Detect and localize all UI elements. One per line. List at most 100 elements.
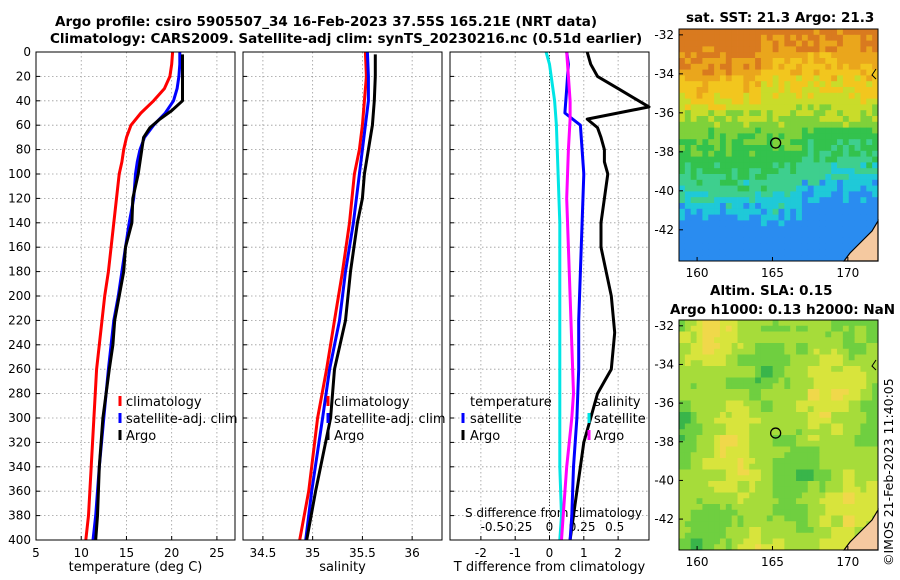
y-tick-label: 140 [8,216,31,230]
map-y-tick-label: -34 [654,67,674,81]
map-y-tick-label: -42 [654,223,674,237]
axes-box [242,51,443,541]
sla-map-title-line2: Argo h1000: 0.13 h2000: NaN [670,302,896,318]
legend-entry: Argo [126,429,156,444]
coastline-fragment [871,359,877,371]
map-y-tick-label: -40 [654,184,674,198]
x-tick-label: 10 [74,546,89,560]
x2-tick-label: 0 [546,520,554,534]
x-tick-label: 0 [546,546,554,560]
x-tick-label: 1 [580,546,588,560]
x-tick-label: 2 [614,546,622,560]
x-tick-label: -1 [509,546,521,560]
sst-map-title: sat. SST: 21.3 Argo: 21.3 [686,10,875,26]
y-tick-label: 320 [8,435,31,449]
x-tick-label: 25 [209,546,224,560]
map-y-tick-label: -36 [654,396,674,410]
x-tick-label: 36 [405,546,420,560]
map-y-tick-label: -38 [654,435,674,449]
legend-entry: satellite [470,412,522,427]
axes-box [35,51,236,541]
x-axis-label: salinity [319,560,366,575]
x2-axis-label: S difference from climatology [465,506,642,520]
legend-entry: Argo [334,429,364,444]
series-line [298,51,368,541]
map-x-tick-label: 165 [761,555,784,569]
series-line [560,51,575,541]
y-tick-label: 0 [23,45,31,59]
x-tick-label: -2 [475,546,487,560]
y-tick-label: 180 [8,265,31,279]
y-tick-label: 220 [8,313,31,327]
page-title-line1: Argo profile: csiro 5905507_34 16-Feb-20… [55,14,598,30]
y-tick-label: 80 [16,143,31,157]
page-title-line2: Climatology: CARS2009. Satellite-adj cli… [50,31,643,47]
legend-entry: temperature [470,395,552,410]
y-tick-label: 120 [8,191,31,205]
x-tick-label: 15 [119,546,134,560]
x2-tick-label: -0.25 [501,520,532,534]
sla-map-field [679,320,879,551]
x-tick-label: 35 [305,546,320,560]
y-tick-label: 380 [8,509,31,523]
y-tick-label: 260 [8,362,31,376]
legend-entry: satellite-adj. clim [126,412,238,427]
x-axis-label: temperature (deg C) [69,560,203,575]
y-tick-label: 100 [8,167,31,181]
legend-entry: Argo [470,429,500,444]
argo-position-marker [769,427,782,439]
coastline-fragment [871,68,877,80]
legend-entry: climatology [334,395,410,410]
map-y-tick-label: -32 [654,28,674,42]
map-x-tick-label: 165 [761,266,784,280]
map-x-tick-label: 160 [686,555,709,569]
y-tick-label: 160 [8,240,31,254]
map-y-tick-label: -32 [654,319,674,333]
series-line [84,51,175,541]
sst-map-frame [678,28,879,262]
argo-position-marker [769,137,782,149]
x-tick-label: 5 [32,546,40,560]
y-tick-label: 340 [8,460,31,474]
y-tick-label: 280 [8,387,31,401]
map-y-tick-label: -36 [654,106,674,120]
series-line [304,51,370,541]
series-line [568,51,651,541]
x2-tick-label: 0.25 [569,520,596,534]
map-x-tick-label: 170 [836,555,859,569]
map-y-tick-label: -42 [654,512,674,526]
sst-map-field [679,29,879,262]
legend-entry: salinity [594,395,641,410]
x-tick-label: 34.5 [250,546,277,560]
series-line [544,51,563,541]
map-y-tick-label: -38 [654,145,674,159]
x-tick-label: 35.5 [349,546,376,560]
y-tick-label: 360 [8,484,31,498]
y-tick-label: 40 [16,94,31,108]
legend-entry: climatology [126,395,202,410]
x-tick-label: 20 [164,546,179,560]
credit-text: ©IMOS 21-Feb-2023 11:40:05 [881,378,896,566]
y-tick-label: 300 [8,411,31,425]
x2-tick-label: 0.5 [605,520,624,534]
map-y-tick-label: -34 [654,357,674,371]
x2-tick-label: -0.5 [481,520,504,534]
map-x-tick-label: 160 [686,266,709,280]
series-line [305,54,377,541]
sla-map-title-line1: Altim. SLA: 0.15 [710,283,833,299]
legend-entry: Argo [594,429,624,444]
y-tick-label: 60 [16,118,31,132]
legend-entry: satellite [594,412,646,427]
axes-box [449,51,650,541]
map-x-tick-label: 170 [836,266,859,280]
sla-map-frame [678,319,879,551]
y-tick-label: 20 [16,69,31,83]
y-tick-label: 240 [8,338,31,352]
series-line [563,51,586,541]
x-axis-label: T difference from climatology [453,560,646,575]
legend-entry: satellite-adj. clim [334,412,446,427]
y-tick-label: 200 [8,289,31,303]
map-y-tick-label: -40 [654,473,674,487]
y-tick-label: 400 [8,533,31,547]
